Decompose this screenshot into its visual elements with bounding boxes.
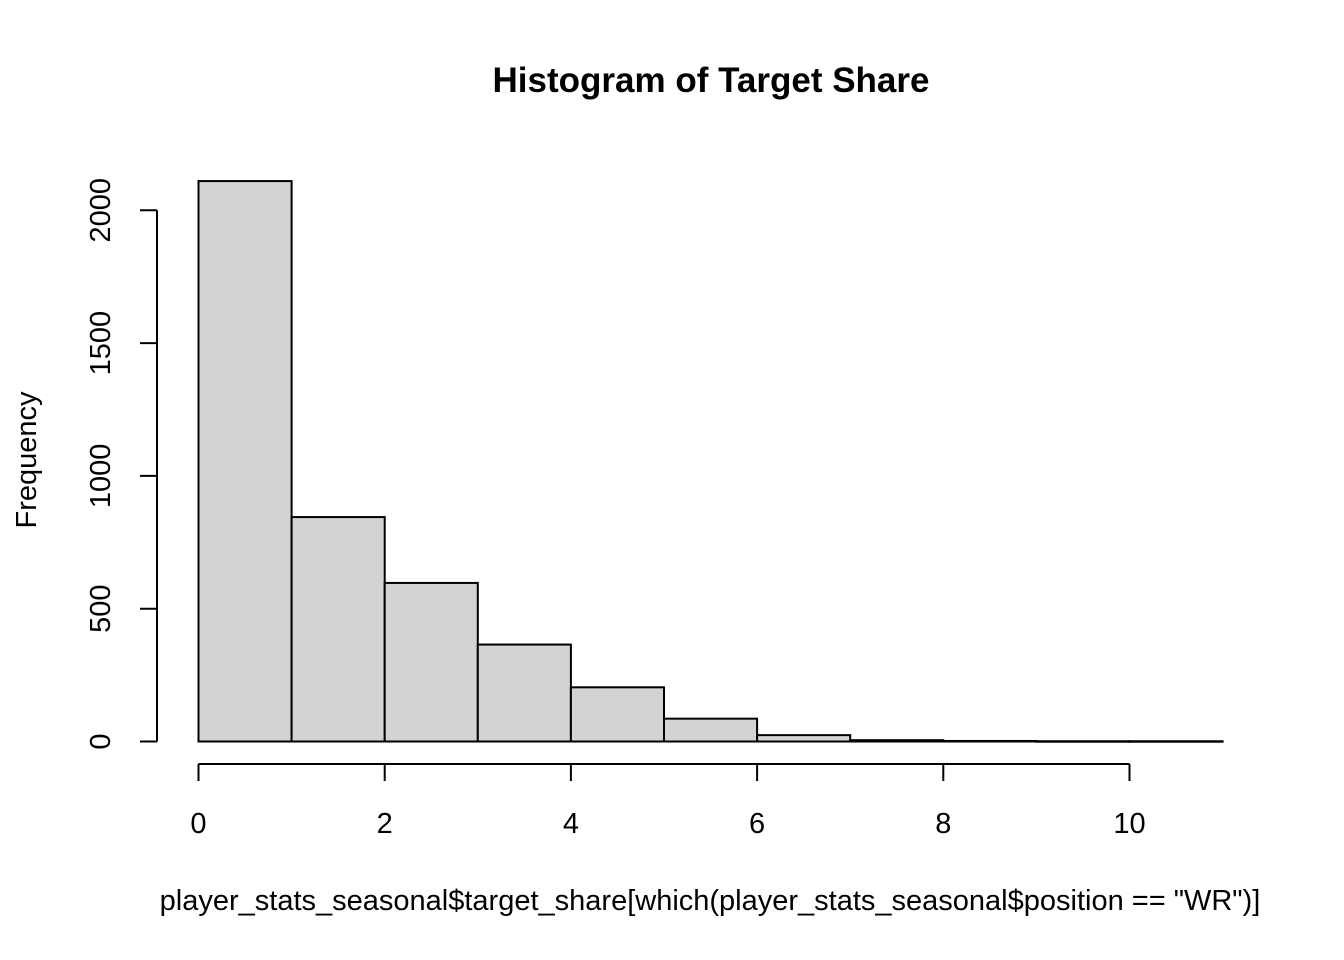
histogram-bar — [197, 180, 293, 743]
x-tick-label: 10 — [1113, 808, 1145, 840]
histogram-bar — [1128, 740, 1224, 743]
y-tick-label: 2000 — [85, 178, 117, 243]
histogram-bar — [569, 686, 666, 743]
histogram-bar — [383, 581, 479, 743]
x-tick-label: 2 — [377, 808, 393, 840]
y-axis: 0 500 1000 1500 2000 — [85, 178, 158, 750]
histogram-bar — [476, 643, 572, 743]
y-tick-label: 1500 — [85, 311, 117, 376]
x-tick-label: 4 — [563, 808, 579, 840]
y-tick-label: 500 — [85, 585, 117, 633]
histogram-bar — [290, 516, 386, 743]
y-tick-label: 0 — [85, 733, 117, 749]
x-axis: 0 2 4 6 8 10 — [190, 763, 1146, 840]
x-axis-label: player_stats_seasonal$target_share[which… — [160, 885, 1261, 917]
histogram-bar — [663, 717, 759, 743]
x-tick-label: 0 — [190, 808, 206, 840]
y-tick-label: 1000 — [85, 444, 117, 509]
chart-title: Histogram of Target Share — [493, 61, 930, 100]
x-tick-label: 8 — [935, 808, 951, 840]
y-axis-label: Frequency — [11, 391, 43, 529]
x-tick-label: 6 — [749, 808, 765, 840]
histogram-bar — [1035, 740, 1131, 743]
histogram-bar — [756, 734, 852, 743]
bars-group — [197, 180, 1224, 743]
histogram-bar — [849, 739, 945, 743]
histogram-bar — [942, 739, 1038, 743]
